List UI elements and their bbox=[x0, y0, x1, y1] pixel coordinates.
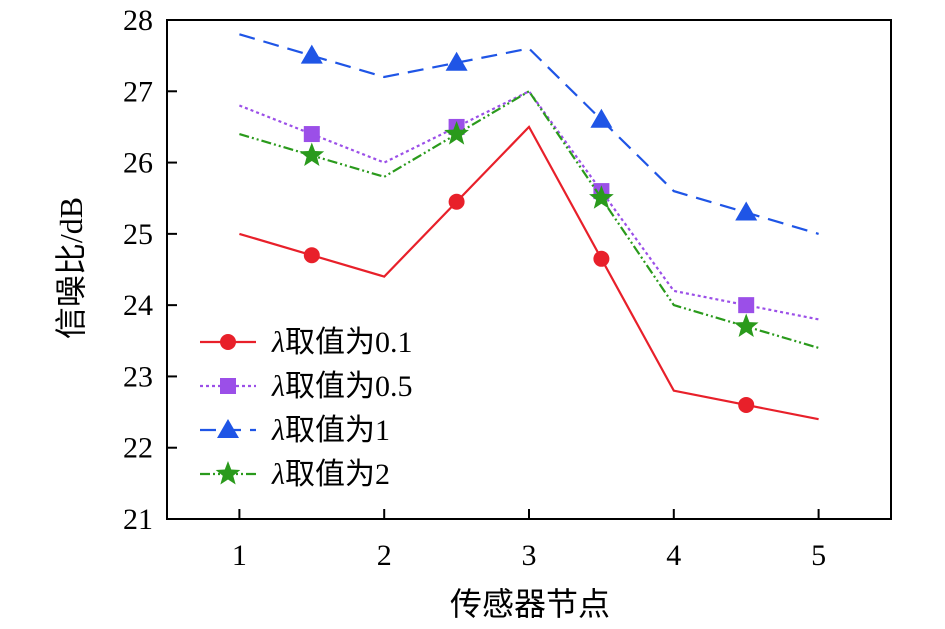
legend-label-symbol: λ bbox=[271, 414, 285, 447]
data-point bbox=[300, 44, 323, 64]
y-tick-label: 26 bbox=[123, 147, 153, 180]
legend-item-1: λ取值为0.5 bbox=[200, 370, 413, 403]
data-point bbox=[448, 193, 465, 210]
y-tick-label: 21 bbox=[123, 503, 153, 536]
y-tick-label: 25 bbox=[123, 218, 153, 251]
data-point bbox=[444, 121, 469, 145]
data-point bbox=[589, 185, 614, 209]
series-layer bbox=[238, 33, 819, 421]
data-point bbox=[590, 108, 613, 128]
data-point bbox=[738, 297, 755, 314]
data-point bbox=[738, 396, 755, 413]
legend-label-symbol: λ bbox=[271, 326, 285, 359]
x-tick-label: 2 bbox=[377, 539, 392, 572]
x-tick-label: 3 bbox=[522, 539, 537, 572]
data-point bbox=[303, 126, 320, 143]
legend-label: λ取值为1 bbox=[271, 414, 390, 447]
data-point bbox=[445, 51, 468, 71]
x-tick-label: 4 bbox=[666, 539, 681, 572]
data-point bbox=[593, 250, 610, 267]
series-line bbox=[239, 125, 819, 421]
legend-label-symbol: λ bbox=[271, 458, 285, 491]
series-0 bbox=[239, 125, 819, 421]
y-tick-label: 22 bbox=[123, 432, 153, 465]
legend-label: λ取值为0.5 bbox=[271, 370, 413, 403]
data-point bbox=[735, 201, 758, 221]
series-3 bbox=[239, 89, 819, 349]
y-tick-label: 24 bbox=[123, 289, 153, 322]
legend-label: λ取值为2 bbox=[271, 458, 390, 491]
legend-marker bbox=[217, 419, 239, 438]
data-point bbox=[299, 142, 325, 166]
legend-marker bbox=[220, 378, 236, 394]
data-point bbox=[733, 313, 759, 338]
y-tick-label: 27 bbox=[123, 75, 153, 108]
x-tick-label: 1 bbox=[232, 539, 247, 572]
series-line bbox=[238, 89, 819, 321]
legend-label-symbol: λ bbox=[271, 370, 285, 403]
legend-label-text: 取值为0.1 bbox=[285, 326, 413, 359]
legend-label: λ取值为0.1 bbox=[271, 326, 413, 359]
legend-label-text: 取值为1 bbox=[285, 414, 390, 447]
data-point bbox=[303, 247, 320, 264]
legend-marker bbox=[215, 461, 241, 485]
x-axis-label: 传感器节点 bbox=[450, 586, 610, 622]
y-tick-label: 23 bbox=[123, 360, 153, 393]
series-line bbox=[239, 89, 819, 349]
x-tick-label: 5 bbox=[811, 539, 826, 572]
series-line bbox=[239, 33, 819, 235]
y-tick-label: 28 bbox=[123, 4, 153, 37]
legend-label-text: 取值为2 bbox=[285, 458, 390, 491]
series-2 bbox=[239, 33, 819, 235]
legend-item-0: λ取值为0.1 bbox=[200, 326, 413, 359]
legend-item-2: λ取值为1 bbox=[200, 414, 390, 447]
legend-label-text: 取值为0.5 bbox=[285, 370, 413, 403]
y-axis-label: 信噪比/dB bbox=[53, 197, 89, 339]
legend-marker bbox=[220, 334, 236, 350]
legend-item-3: λ取值为2 bbox=[200, 458, 390, 491]
